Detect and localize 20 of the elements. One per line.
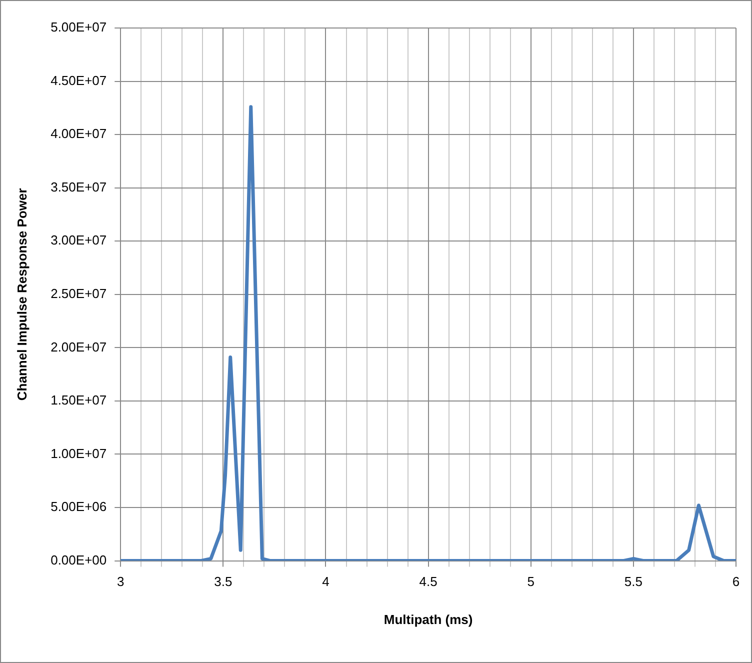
x-tick-label: 5 — [527, 574, 534, 590]
y-tick-label: 1.00E+07 — [50, 446, 107, 461]
x-tick-label: 6 — [732, 574, 740, 590]
y-tick-label: 5.00E+07 — [50, 20, 107, 35]
y-tick-label: 5.00E+06 — [50, 499, 107, 514]
x-axis-title: Multipath (ms) — [384, 612, 473, 627]
y-tick-label: 0.00E+00 — [50, 552, 107, 568]
y-tick-label: 3.00E+07 — [50, 232, 107, 248]
y-tick-label: 2.50E+07 — [50, 286, 107, 301]
y-tick-label: 3.50E+07 — [50, 179, 107, 194]
x-tick-label: 4 — [322, 574, 330, 590]
x-tick-label: 4.5 — [419, 574, 438, 590]
y-tick-label: 4.00E+07 — [50, 126, 107, 142]
x-tick-label: 3 — [117, 574, 124, 590]
y-tick-label: 2.00E+07 — [50, 339, 107, 354]
y-axis-title: Channel Impulse Response Power — [14, 188, 30, 401]
x-tick-label: 5.5 — [624, 574, 642, 590]
y-tick-label: 1.50E+07 — [50, 392, 107, 408]
y-tick-label: 4.50E+07 — [50, 72, 107, 88]
x-tick-label: 3.5 — [214, 574, 232, 590]
